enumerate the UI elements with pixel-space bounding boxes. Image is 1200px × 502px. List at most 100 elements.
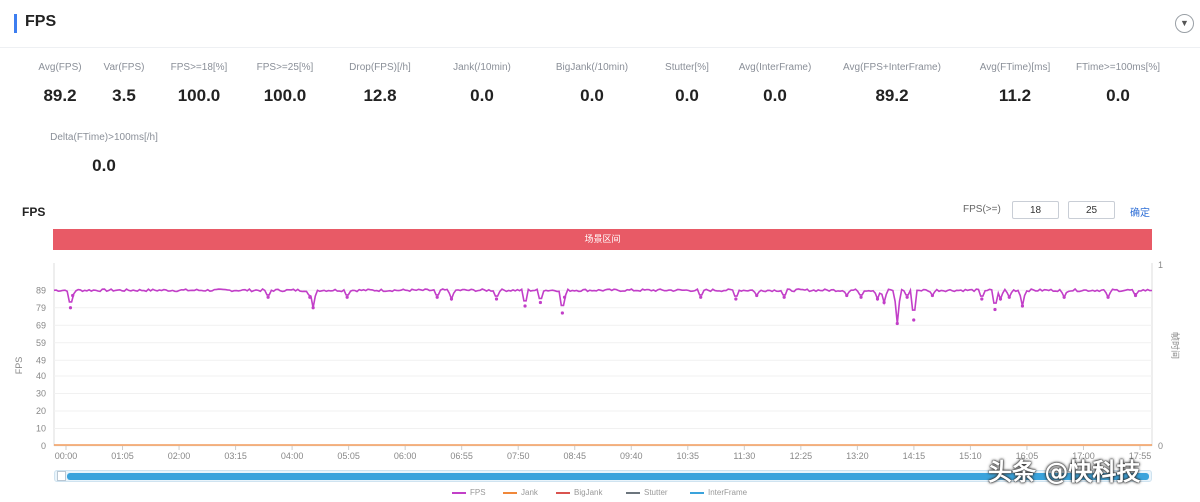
fps-dip-point <box>734 297 738 301</box>
section-accent-bar <box>14 14 17 33</box>
legend-item-interframe[interactable]: InterFrame <box>690 488 747 497</box>
fps-dip-point <box>1007 295 1011 299</box>
x-tick-label: 06:55 <box>450 451 473 461</box>
metric-avg-fps-interframe: Avg(FPS+InterFrame) 89.2 <box>832 60 952 108</box>
fps-dip-point <box>71 293 75 298</box>
fps-dip-point <box>859 295 863 299</box>
legend-label: InterFrame <box>708 488 748 497</box>
fps-dip-point <box>1020 304 1025 308</box>
fps-dip-point <box>755 293 759 298</box>
fps-dip-point <box>930 293 935 298</box>
y-tick-label: 40 <box>36 371 46 381</box>
fps-dip-point <box>845 293 849 298</box>
metric-label: Avg(FPS) <box>38 62 82 73</box>
y2-axis-label: 帧时间 <box>1170 332 1181 359</box>
metric-label: FPS>=18[%] <box>170 62 228 73</box>
x-tick-label: 07:50 <box>507 451 530 461</box>
metric-value: 100.0 <box>177 86 221 105</box>
metric-label: Drop(FPS)[/h] <box>349 62 411 73</box>
metric-label: Delta(FTime)>100ms[/h] <box>50 132 158 143</box>
fps-threshold-input-1[interactable] <box>1012 201 1059 219</box>
confirm-button[interactable]: 确定 <box>1130 208 1150 219</box>
fps-dip-point <box>560 311 564 315</box>
metric-ftime-ge-100: FTime>=100ms[%] 0.0 <box>1058 60 1178 108</box>
fps-dip-point <box>993 307 997 312</box>
legend-swatch <box>452 491 466 494</box>
metric-label: Jank(/10min) <box>453 62 511 73</box>
y-tick-label: 20 <box>36 406 46 416</box>
fps-dip-point <box>980 297 984 301</box>
scrollbar-handle-left[interactable] <box>57 471 66 481</box>
metric-value: 100.0 <box>263 86 307 105</box>
metric-value: 89.2 <box>875 86 909 105</box>
x-tick-label: 10:35 <box>677 451 700 461</box>
x-tick-label: 01:05 <box>111 451 134 461</box>
metric-label: Avg(FPS+InterFrame) <box>843 62 941 73</box>
metric-bigjank: BigJank(/10min) 0.0 <box>532 60 652 108</box>
fps-dip-point <box>782 295 786 299</box>
x-tick-label: 02:00 <box>168 451 191 461</box>
legend-label: BigJank <box>574 488 603 497</box>
chart-zoom-scrollbar[interactable] <box>54 470 1152 482</box>
y-axis-label: FPS <box>14 357 24 375</box>
y-tick-label: 59 <box>36 338 46 348</box>
metric-value: 0.0 <box>580 86 604 105</box>
legend-swatch <box>626 491 640 494</box>
fps-dip-point <box>1062 295 1066 299</box>
metric-drop-fps: Drop(FPS)[/h] 12.8 <box>320 60 440 108</box>
fps-dip-point <box>523 304 527 308</box>
chevron-down-icon[interactable]: ▼ <box>1175 14 1194 33</box>
fps-dip-point <box>912 318 916 322</box>
fps-dip-point <box>895 321 899 326</box>
metric-label: FPS>=25[%] <box>256 62 314 73</box>
metric-label: Avg(FTime)[ms] <box>979 62 1051 73</box>
y2-tick-label: 0 <box>1158 441 1163 451</box>
fps-dip-point <box>1106 295 1110 299</box>
fps-dip-point <box>449 297 454 301</box>
metric-avg-ftime: Avg(FTime)[ms] 11.2 <box>955 60 1075 108</box>
metric-avg-interframe: Avg(InterFrame) 0.0 <box>715 60 835 108</box>
legend-label: Jank <box>521 488 538 497</box>
metric-fps-ge-25: FPS>=25[%] 100.0 <box>225 60 345 108</box>
legend-item-bigjank[interactable]: BigJank <box>556 488 602 497</box>
scene-band[interactable]: 场景区间 <box>53 229 1152 250</box>
legend-swatch <box>556 491 570 494</box>
legend-item-jank[interactable]: Jank <box>503 488 538 497</box>
fps-dip-point <box>998 297 1003 301</box>
chart-legend: FPS Jank BigJank Stutter InterFrame <box>0 488 1200 502</box>
metric-value: 0.0 <box>763 86 787 105</box>
x-tick-label: 06:00 <box>394 451 417 461</box>
fps-dip-point <box>494 297 499 301</box>
metric-value: 11.2 <box>998 86 1032 105</box>
metric-label: Stutter[%] <box>665 62 709 73</box>
legend-item-fps[interactable]: FPS <box>452 488 486 497</box>
metric-label: FTime>=100ms[%] <box>1075 62 1161 73</box>
metric-label: Var(FPS) <box>103 62 145 73</box>
watermark: 头条 @快科技 <box>988 458 1141 486</box>
x-tick-label: 09:40 <box>620 451 643 461</box>
x-tick-label: 03:15 <box>224 451 247 461</box>
fps-dip-point <box>882 300 886 305</box>
fps-dip-point <box>435 295 439 299</box>
scrollbar-thumb[interactable] <box>67 473 1149 480</box>
metric-fps-ge-18: FPS>=18[%] 100.0 <box>139 60 259 108</box>
x-tick-label: 08:45 <box>563 451 586 461</box>
metric-value: 0.0 <box>675 86 699 105</box>
x-tick-label: 14:15 <box>903 451 926 461</box>
x-tick-label: 15:10 <box>959 451 982 461</box>
fps-dip-point <box>905 295 909 299</box>
fps-threshold-input-2[interactable] <box>1068 201 1115 219</box>
metric-value: 3.5 <box>112 86 136 105</box>
x-tick-label: 11:30 <box>733 451 755 461</box>
y-tick-label: 89 <box>36 285 46 295</box>
section-header: FPS ▼ <box>0 0 1200 48</box>
metric-value: 0.0 <box>92 156 116 175</box>
y-tick-label: 69 <box>36 320 46 330</box>
metric-stutter: Stutter[%] 0.0 <box>627 60 747 108</box>
legend-swatch <box>690 491 704 494</box>
metric-label: Avg(InterFrame) <box>738 62 812 73</box>
x-tick-label: 12:25 <box>790 451 813 461</box>
legend-item-stutter[interactable]: Stutter <box>626 488 668 497</box>
series-line-fps <box>53 287 1153 324</box>
